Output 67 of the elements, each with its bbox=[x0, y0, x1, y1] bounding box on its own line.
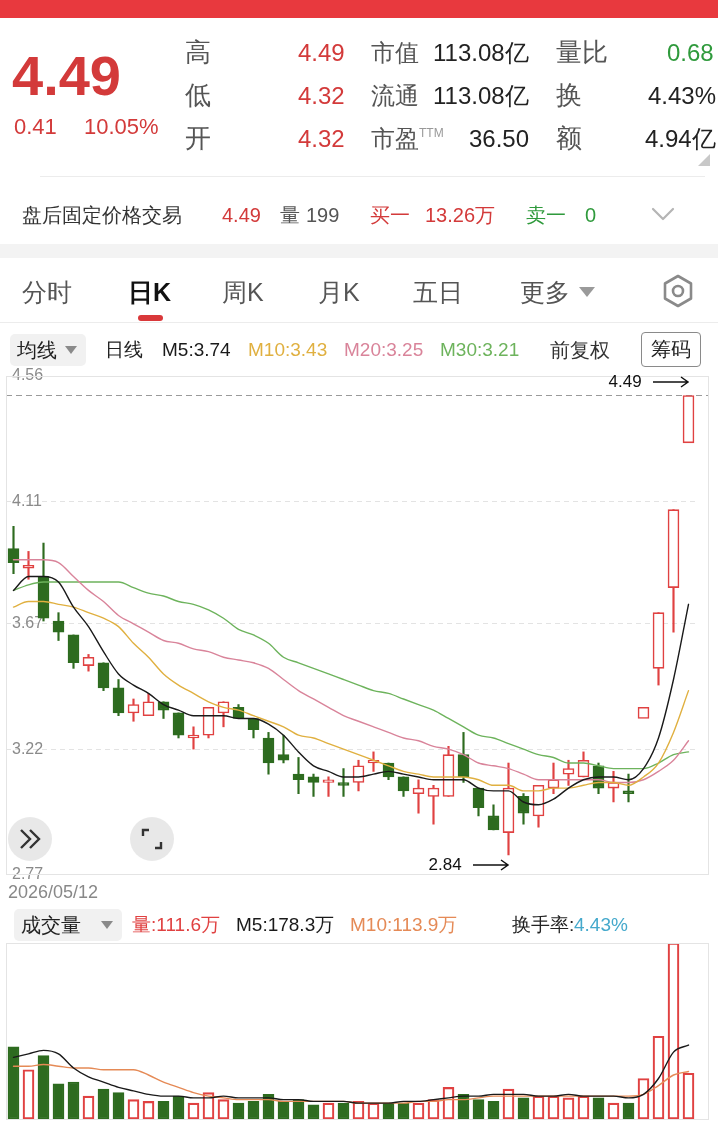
text: M20:3.25 bbox=[344, 339, 424, 361]
annotation: 2.84 bbox=[428, 854, 462, 875]
text: 4.43% bbox=[574, 914, 628, 936]
text: 买一 bbox=[370, 203, 410, 227]
candlestick bbox=[622, 773, 635, 803]
text: 开 bbox=[185, 123, 211, 154]
text: 额 bbox=[556, 123, 582, 154]
text: M5:3.74 bbox=[162, 339, 231, 361]
y-tick-label: 4.11 bbox=[12, 491, 43, 509]
text: 113.08亿 bbox=[433, 39, 529, 67]
text: M10:3.43 bbox=[248, 339, 328, 361]
text: 流通 bbox=[371, 82, 419, 110]
text: 4.49 bbox=[222, 203, 261, 227]
text: 113.08亿 bbox=[433, 82, 529, 110]
text: 199 bbox=[306, 203, 340, 227]
text: 0.68 bbox=[667, 39, 714, 67]
text: 4.49 bbox=[12, 44, 121, 109]
text: 量 bbox=[280, 203, 300, 227]
legend-title: 均线 bbox=[17, 338, 57, 362]
text: 换 bbox=[556, 80, 582, 111]
text: 日线 bbox=[105, 339, 143, 361]
text: 日K bbox=[128, 277, 172, 307]
text: M5:178.3万 bbox=[236, 914, 335, 936]
annotation: 4.49 bbox=[608, 372, 642, 393]
text: 月K bbox=[318, 277, 360, 307]
text: 4.49 bbox=[298, 39, 345, 67]
candlestick bbox=[412, 779, 425, 814]
text: 市盈$^{TTM}$ bbox=[371, 125, 444, 153]
text: 2026/05/12 bbox=[8, 881, 99, 903]
text: 36.50 bbox=[469, 125, 530, 153]
text: M30:3.21 bbox=[440, 339, 520, 361]
text: 高 bbox=[185, 37, 211, 68]
candlestick bbox=[292, 757, 305, 794]
text: 量比 bbox=[556, 37, 608, 68]
text: 4.94亿 bbox=[645, 125, 716, 153]
text: 周K bbox=[222, 277, 264, 307]
text: 4.32 bbox=[298, 82, 345, 110]
candlestick bbox=[277, 734, 290, 764]
text: 13.26万 bbox=[425, 203, 496, 227]
text: 4.43% bbox=[648, 82, 717, 110]
text: 筹码 bbox=[651, 337, 691, 361]
text: 换手率: bbox=[512, 914, 575, 936]
line-series bbox=[12, 600, 690, 792]
candlestick bbox=[307, 773, 320, 797]
text: M10:113.9万 bbox=[350, 914, 458, 936]
y-tick-label: 3.22 bbox=[12, 739, 44, 757]
text: 前复权 bbox=[550, 338, 610, 362]
candlestick bbox=[7, 526, 20, 575]
candlestick bbox=[187, 726, 200, 750]
text: 0 bbox=[585, 203, 597, 227]
text: 10.05% bbox=[84, 113, 159, 139]
candlestick bbox=[22, 551, 35, 580]
text: 更多 bbox=[520, 277, 570, 307]
text: 0.41 bbox=[14, 113, 57, 139]
text: 卖一 bbox=[526, 203, 566, 227]
candlestick bbox=[562, 759, 575, 786]
text: 市值 bbox=[371, 39, 419, 67]
text: 量:111.6万 bbox=[132, 914, 221, 936]
text: 4.32 bbox=[298, 125, 345, 153]
candlestick bbox=[427, 784, 440, 825]
text: 低 bbox=[185, 80, 211, 111]
candlestick bbox=[682, 395, 695, 444]
text: 五日 bbox=[413, 277, 463, 307]
y-tick-label: 2.77 bbox=[12, 864, 44, 882]
legend-title: 成交量 bbox=[21, 913, 81, 937]
text: 分时 bbox=[22, 277, 72, 307]
text: 盘后固定价格交易 bbox=[22, 203, 182, 227]
